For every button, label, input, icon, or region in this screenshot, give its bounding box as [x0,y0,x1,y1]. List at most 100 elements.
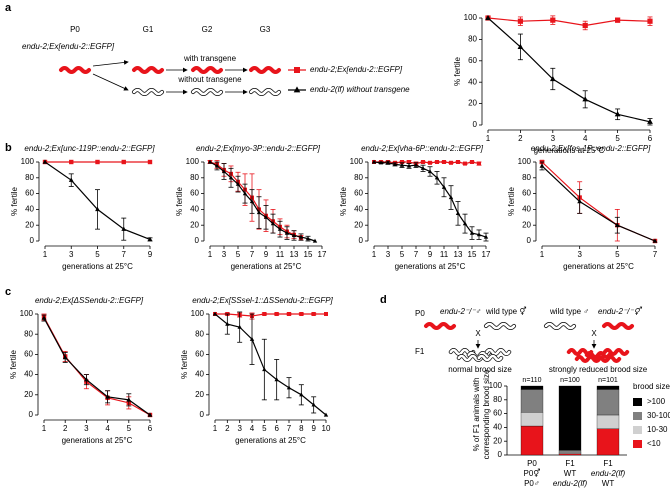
x-tick-label: 5 [127,424,132,433]
marker [312,238,318,243]
genotype-label: endu-2⁻/⁻♂ [440,307,482,316]
x-tick-label: 2 [225,424,230,433]
x-tick-label: 5 [262,424,267,433]
marker [228,175,234,180]
marker [249,336,255,341]
y-tick-label: 100 [186,157,200,166]
worm [191,66,223,74]
marker [392,161,398,166]
x-tick-sublabel: WT [602,479,615,488]
worm [484,322,516,330]
y-tick-label: 80 [493,395,502,404]
x-tick-label: 1 [486,134,491,143]
marker [448,195,454,200]
x-tick-label: 2 [518,134,523,143]
x-tick-label: 3 [577,250,582,259]
bar-segment [520,425,544,456]
y-tick-label: 20 [24,390,33,399]
worm [457,354,483,362]
bar-segment [596,385,620,390]
x-axis-label: generations at 25°C [235,436,306,445]
series-line [214,313,327,416]
marker [470,160,474,164]
marker [614,111,621,117]
x-tick-label: 7 [287,424,292,433]
y-tick-label: 40 [195,370,204,379]
legend-swatch [633,440,642,448]
worm [477,354,503,362]
x-tick-label: 6 [648,134,653,143]
marker [485,14,491,21]
x-tick-sublabel: P0♂ [524,479,540,488]
marker [371,159,377,164]
legend-title: brood size [633,382,670,391]
genotype-label: endu-2⁻/⁻⚥ [598,306,643,316]
y-tick-label: 60 [522,189,531,198]
series-line [43,316,151,416]
bar-segment [596,414,620,429]
x-tick-sublabel: endu-2(lf) [553,479,588,488]
y-tick-label: 80 [522,173,531,182]
legend-label: endu-2;Ex[endu-2::EGFP] [310,65,403,74]
x-tick-label: 7 [250,250,255,259]
y-tick-label: 100 [518,157,532,166]
x-tick-label: 17 [482,250,491,259]
marker [469,230,475,235]
y-tick-label: 40 [493,423,502,432]
y-tick-label: 0 [527,236,532,245]
marker [420,165,426,170]
y-axis-label: % fertile [453,57,462,86]
legend-swatch [633,426,642,434]
x-tick-label: 3 [84,424,89,433]
x-tick-label: 1 [208,250,213,259]
y-tick-label: 80 [25,173,34,182]
condition-label: without transgene [177,75,242,84]
generation-label: P0 [415,309,425,318]
x-tick-label: P0 [527,459,537,468]
marker [221,169,227,174]
marker [256,210,262,215]
y-tick-label: 80 [354,173,363,182]
marker [270,221,276,226]
y-tick-label: 0 [200,410,205,419]
x-tick-label: 1 [213,424,218,433]
x-tick-label: 1 [540,250,545,259]
marker [647,18,653,24]
worm [59,66,91,74]
bar-segment [558,450,582,453]
bar-segment [558,452,582,454]
marker [421,160,425,164]
y-tick-label: 60 [190,189,199,198]
worm [602,348,630,356]
marker [462,221,468,226]
panel-label: b [5,142,12,154]
marker [311,402,316,407]
marker [582,96,589,102]
series-line [43,317,151,416]
marker [434,175,440,180]
y-axis-label: % fertile [10,187,19,216]
marker [539,163,545,168]
y-tick-label: 20 [354,220,363,229]
y-tick-label: 20 [468,99,477,108]
marker [274,377,279,382]
marker [323,412,329,417]
marker [378,160,384,165]
panel-label: a [5,2,12,14]
marker [293,86,301,93]
marker [652,238,658,243]
x-tick-label: 9 [428,250,433,259]
worm [132,88,164,96]
series-line [487,17,651,27]
marker [582,22,588,29]
bar-segment [558,385,582,451]
marker [400,160,404,164]
marker [517,43,524,49]
condition-label: with transgene [183,54,237,63]
x-tick-label: 5 [400,250,405,259]
series-line [374,161,480,165]
marker [41,315,47,320]
x-tick-label: 13 [454,250,463,259]
n-label: n=101 [598,377,618,384]
marker [517,18,523,24]
